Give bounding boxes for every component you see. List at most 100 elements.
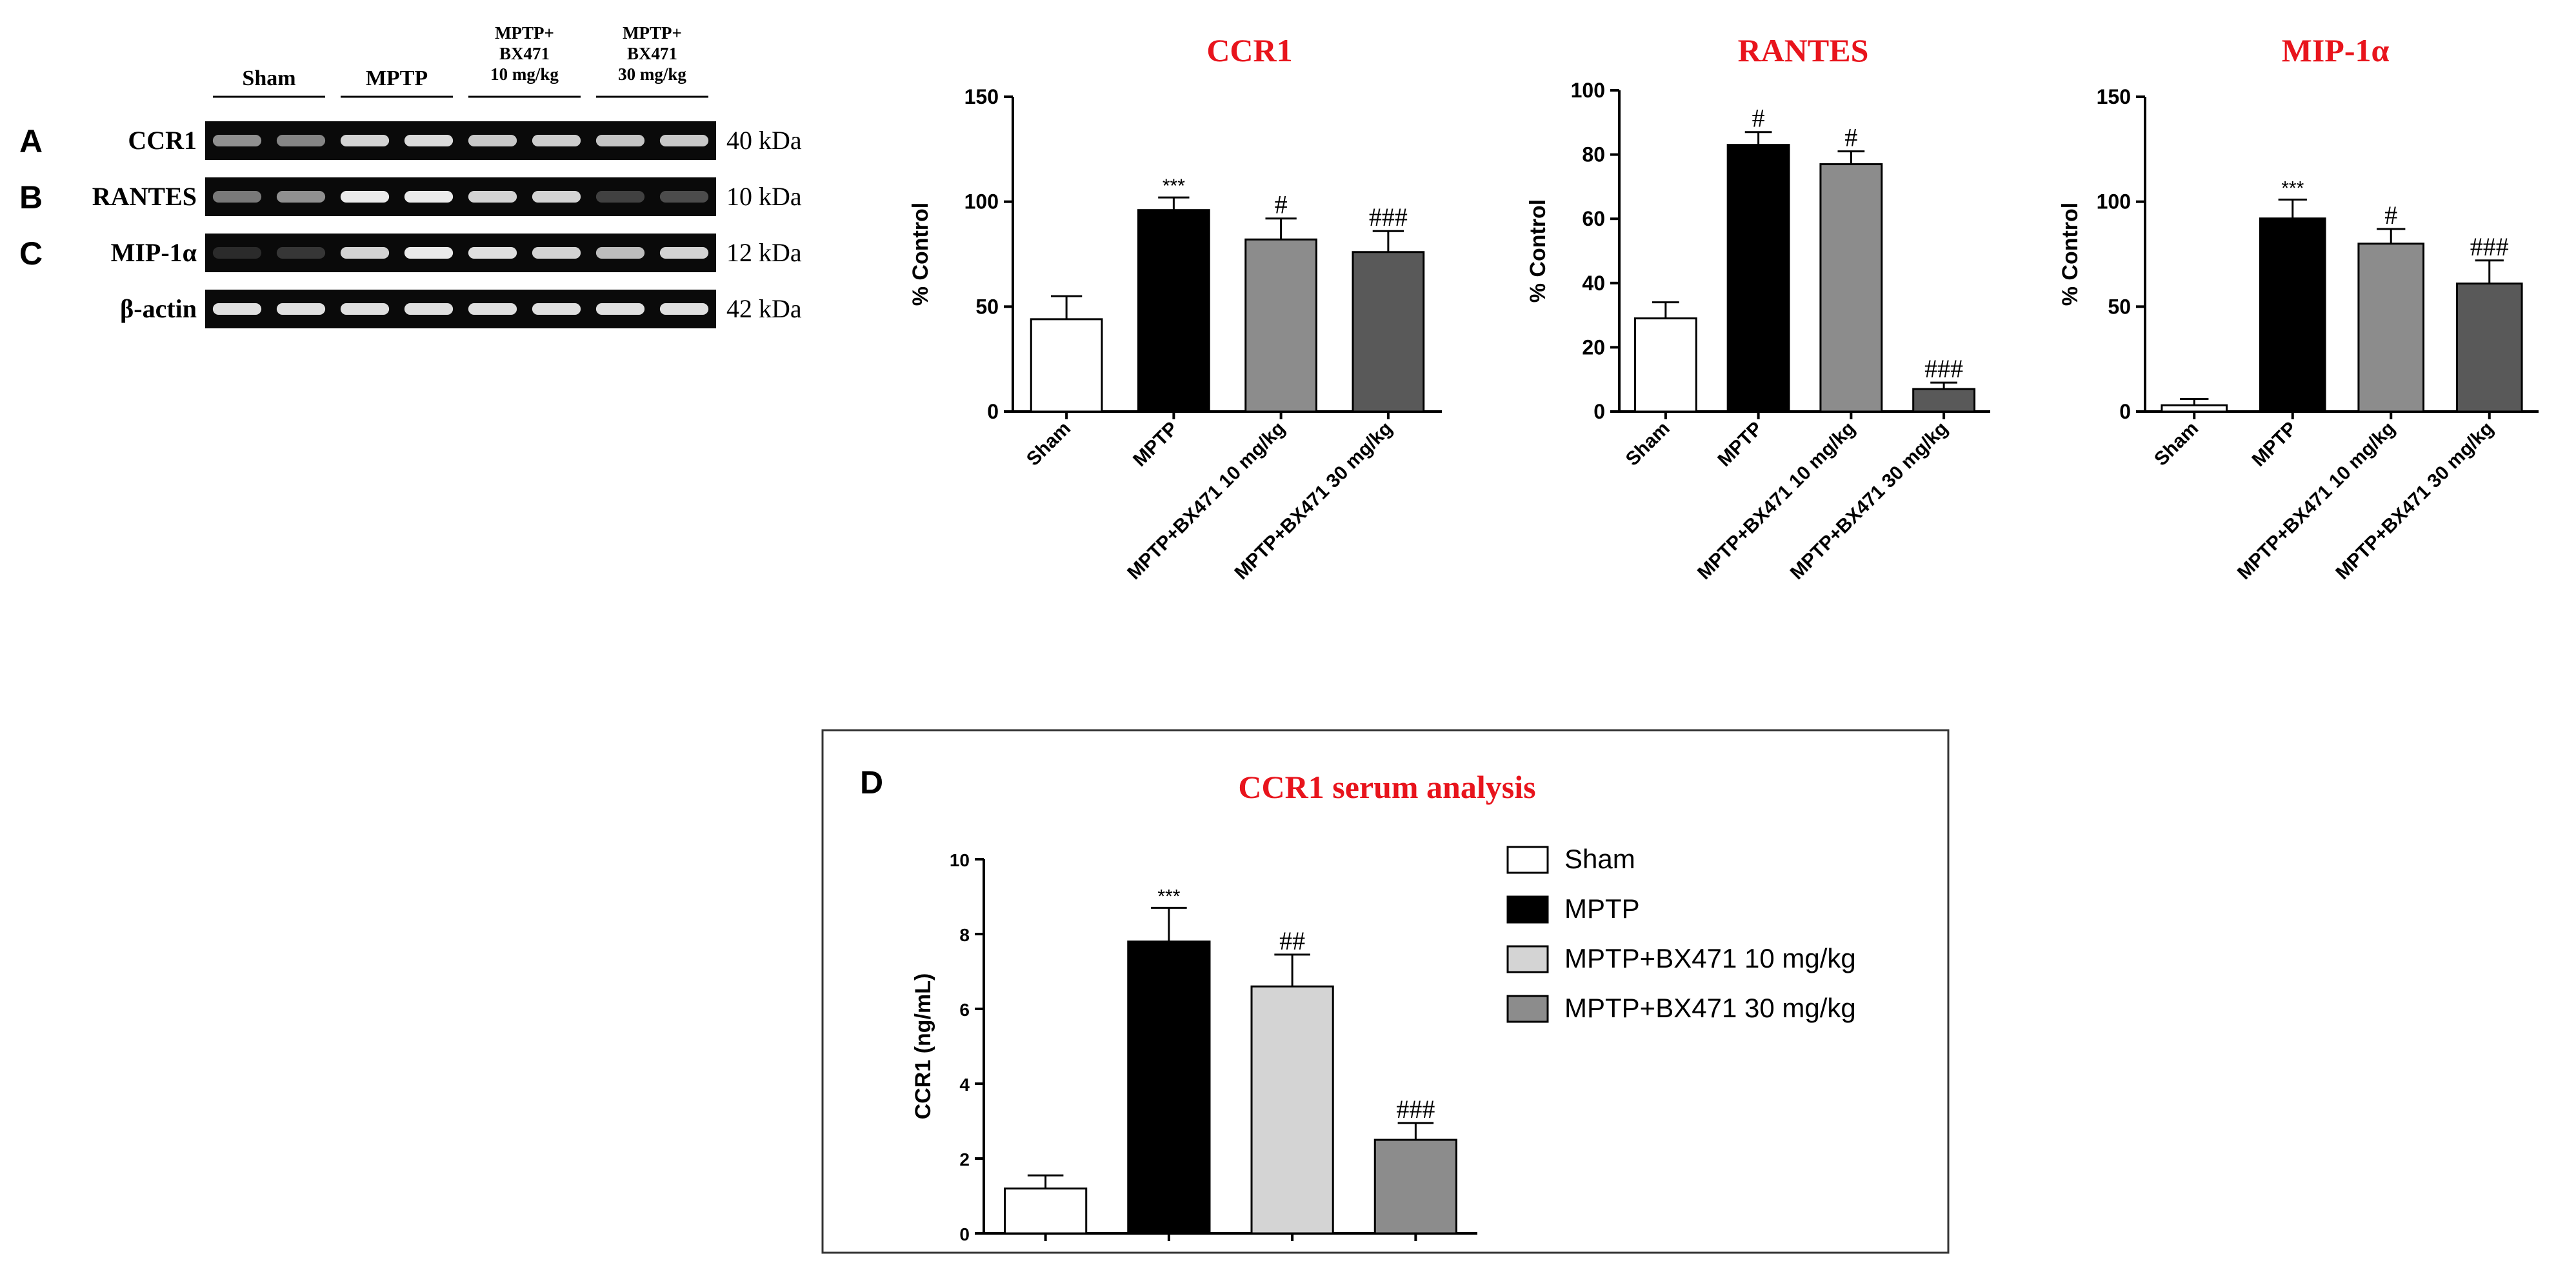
bar (1373, 1139, 1457, 1235)
legend-swatch (1506, 895, 1549, 924)
bar (1244, 238, 1317, 413)
significance-label: # (1844, 123, 1857, 152)
x-tick-label: MPTP+BX471 10 mg/kg (1693, 418, 1859, 584)
blot-group-header: BX471 (499, 44, 550, 63)
bar (1004, 1187, 1088, 1235)
legend-label: MPTP (1564, 893, 1640, 924)
y-tick-label: 80 (1582, 143, 1605, 166)
bar (1250, 985, 1334, 1235)
blot-band (595, 303, 645, 315)
significance-label: ### (1369, 203, 1408, 232)
blot-band (659, 303, 709, 315)
bar (2357, 243, 2425, 413)
blot-band (404, 191, 454, 203)
y-tick-label: 100 (1571, 79, 1605, 102)
blot-band (659, 191, 709, 203)
blot-protein-label: CCR1 (128, 126, 197, 155)
bar (1137, 209, 1210, 413)
y-tick-label: 100 (964, 190, 999, 214)
panel-letter: D (860, 764, 883, 801)
blot-band (532, 247, 581, 259)
bar (2455, 283, 2523, 413)
blot-band (468, 303, 517, 315)
blot-kda-label: 12 kDa (726, 238, 802, 267)
x-tick-label: MPTP+BX471 10 mg/kg (2233, 418, 2399, 584)
bar (2259, 217, 2326, 413)
blot-kda-label: 42 kDa (726, 294, 802, 323)
blot-band (595, 135, 645, 146)
y-tick-label: 8 (959, 925, 970, 945)
bar (1030, 318, 1103, 413)
blot-band (532, 135, 581, 146)
blot-group-header: MPTP+ (623, 23, 682, 43)
panel-letter: C (19, 235, 43, 272)
y-axis-label: % Control (1526, 199, 1550, 303)
y-tick-label: 4 (959, 1075, 970, 1095)
chart-title: MIP-1α (2282, 32, 2390, 68)
blot-band (404, 135, 454, 146)
blot-group-header: MPTP+ (495, 23, 554, 43)
panel-letter: B (19, 179, 43, 215)
significance-label: # (2384, 201, 2397, 230)
x-tick-label: Sham (1622, 418, 1674, 470)
blot-band (276, 247, 326, 259)
bar (1352, 251, 1425, 413)
legend-swatch (1506, 945, 1549, 973)
chart-title: CCR1 serum analysis (1238, 769, 1535, 805)
blot-band (532, 191, 581, 203)
bar (1127, 941, 1211, 1235)
y-axis-label: % Control (908, 203, 933, 306)
significance-label: *** (2281, 177, 2304, 199)
x-tick-label: MPTP+BX471 30 mg/kg (2331, 418, 2497, 584)
blot-band (404, 247, 454, 259)
bar-charts: CCR1% Control050100150Sham***MPTP#MPTP+B… (821, 32, 2539, 1254)
y-tick-label: 6 (959, 1000, 970, 1020)
x-tick-label: MPTP (1713, 418, 1766, 471)
blot-band (212, 135, 262, 146)
bar (1726, 144, 1790, 413)
significance-label: ## (1279, 926, 1305, 955)
blot-band (340, 303, 390, 315)
significance-label: *** (1157, 886, 1180, 907)
x-tick-label: Sham (2150, 418, 2202, 470)
blot-group-header: BX471 (627, 44, 677, 63)
panel-d-frame (821, 729, 1950, 1254)
y-tick-label: 40 (1582, 272, 1605, 295)
blot-band (212, 303, 262, 315)
blot-band (659, 247, 709, 259)
blot-kda-label: 10 kDa (726, 182, 802, 211)
y-tick-label: 0 (959, 1224, 970, 1244)
significance-label: ### (2470, 232, 2509, 261)
significance-label: # (1275, 190, 1288, 219)
bar (1912, 388, 1976, 413)
y-tick-label: 50 (2108, 295, 2131, 318)
significance-label: # (1752, 104, 1765, 133)
y-tick-label: 0 (987, 400, 999, 423)
x-tick-label: Sham (1023, 418, 1075, 470)
y-tick-label: 60 (1582, 207, 1605, 230)
blot-group-header: Sham (242, 66, 295, 90)
y-tick-label: 10 (950, 850, 970, 870)
bar (2161, 404, 2228, 413)
legend-label: Sham (1564, 844, 1635, 874)
y-tick-label: 150 (2097, 85, 2131, 108)
blot-band (659, 135, 709, 146)
blot-band (276, 303, 326, 315)
legend-swatch (1506, 846, 1549, 874)
blot-band (468, 135, 517, 146)
y-axis-label: % Control (2058, 203, 2082, 306)
blot-band (212, 247, 262, 259)
panel-letter: A (19, 123, 43, 159)
blot-band (532, 303, 581, 315)
blot-group-header: 30 mg/kg (618, 65, 686, 84)
blot-band (340, 191, 390, 203)
bar (1819, 163, 1883, 413)
x-tick-label: MPTP (1129, 418, 1182, 471)
blot-protein-label: β-actin (120, 294, 197, 323)
blot-band (404, 303, 454, 315)
chart-3: MIP-1α % Control 0 50 100 150 Sham *** MPTP # MPTP… (2058, 32, 2539, 584)
blot-group-header: 10 mg/kg (490, 65, 559, 84)
bar (1633, 317, 1697, 413)
blot-band (340, 135, 390, 146)
